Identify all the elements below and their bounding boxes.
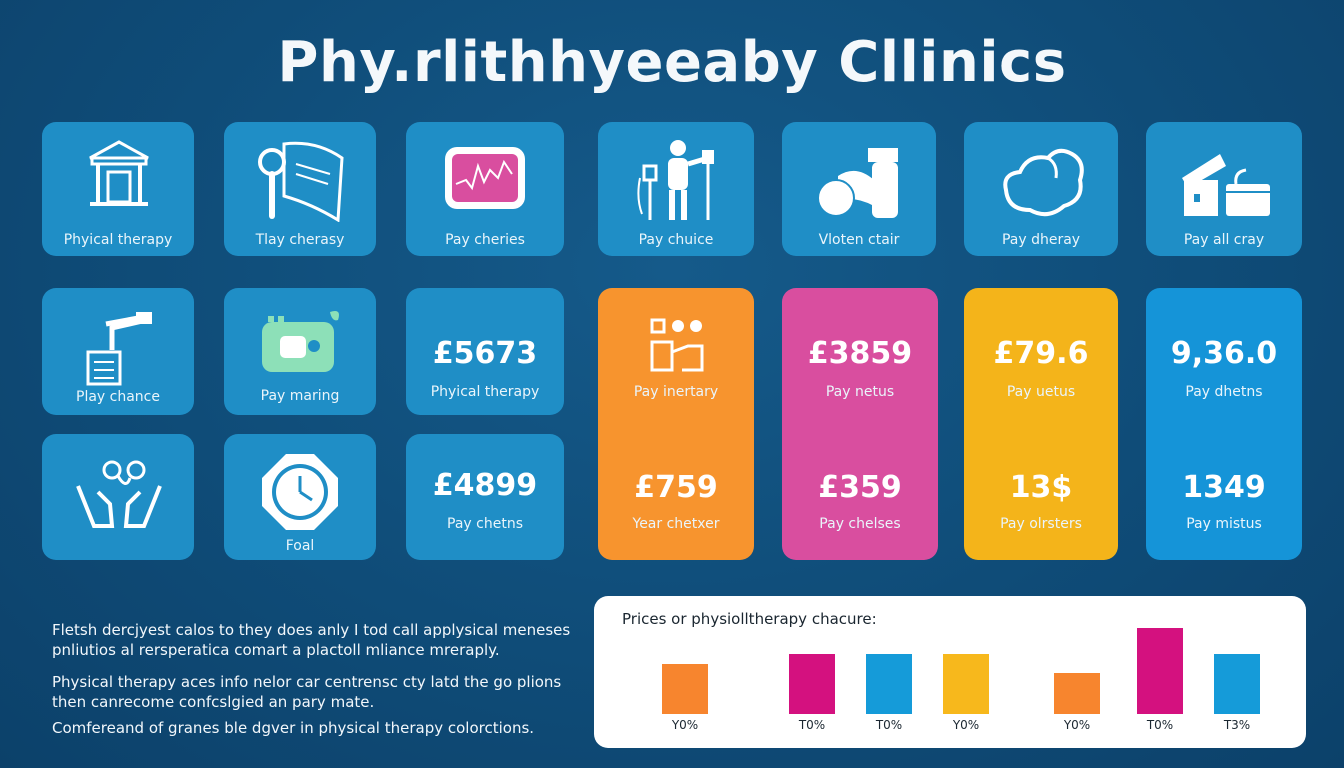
- monitor-chart-icon: [445, 147, 525, 209]
- person-equipment-icon: [637, 140, 714, 220]
- price-chart-panel: Prices or physiolltherapy chacure: Y0% T0…: [594, 596, 1306, 748]
- tile-price-5673[interactable]: £5673 Phyical therapy: [406, 288, 564, 415]
- bag-icon: [1003, 148, 1084, 217]
- bottle-ball-icon: [817, 148, 898, 218]
- tile-label: Phyical therapy: [430, 384, 540, 400]
- tile-value: £4899: [432, 468, 538, 503]
- chart-title: Prices or physiolltherapy chacure:: [622, 610, 877, 628]
- tile-value: 13$: [1009, 470, 1073, 505]
- tile-price-4899[interactable]: £4899 Pay chetns: [406, 434, 564, 560]
- chart-tick-label: T0%: [1146, 718, 1174, 732]
- chart-bar: [662, 664, 708, 714]
- tile-label: Pay mistus: [1186, 516, 1262, 532]
- tile-pay-dhetns[interactable]: 9,36.0 Pay dhetns 1349 Pay mistus: [1146, 288, 1302, 560]
- tile-value: £759: [634, 470, 718, 505]
- tile-value: £79.6: [993, 336, 1089, 371]
- tile-foal[interactable]: Foal: [224, 434, 376, 560]
- faucet-icon: [86, 312, 152, 386]
- tile-label: Tlay cherasy: [255, 232, 345, 248]
- tile-label: Pay maring: [260, 388, 340, 404]
- grid-dots-icon: [650, 318, 704, 372]
- tile-tlay-cherasy[interactable]: Tlay cherasy: [224, 122, 376, 256]
- page-title: Phy.rlithhyeeaby Cllinics: [277, 30, 1067, 95]
- tile-value: £5673: [432, 336, 538, 371]
- tile-label: Play chance: [76, 389, 160, 405]
- clock-icon: [262, 454, 338, 530]
- tile-pay-chuice[interactable]: Pay chuice: [598, 122, 754, 256]
- chart-tick-label: Y0%: [671, 718, 699, 732]
- tile-label: Pay netus: [825, 384, 895, 400]
- chart-bar: [943, 654, 989, 714]
- camera-icon: [262, 311, 339, 372]
- chart-bar: [866, 654, 912, 714]
- tile-pay-maring[interactable]: Pay maring: [224, 288, 376, 415]
- tile-label: Pay chelses: [819, 516, 901, 532]
- tile-hands[interactable]: [42, 434, 194, 560]
- tile-pay-dheray[interactable]: Pay dheray: [964, 122, 1118, 256]
- boxes-icon: [1182, 154, 1270, 216]
- chart-tick-label: T0%: [798, 718, 826, 732]
- tile-label: Vloten ctair: [818, 232, 900, 248]
- tile-label: Pay inertary: [633, 384, 719, 400]
- tile-label: Year chetxer: [632, 516, 720, 532]
- tile-pay-all-cray[interactable]: Pay all cray: [1146, 122, 1302, 256]
- tile-label: Pay chuice: [638, 232, 714, 248]
- tile-label: Pay dhetns: [1185, 384, 1263, 400]
- paragraph-details: Physical therapy aces info nelor car cen…: [52, 673, 562, 711]
- hands-icon: [76, 460, 162, 528]
- tile-vloten-ctair[interactable]: Vloten ctair: [782, 122, 936, 256]
- paragraph-intro: Fletsh dercjyest calos to they does anly…: [52, 621, 571, 659]
- chart-bar: [789, 654, 835, 714]
- chart-tick-label: T0%: [875, 718, 903, 732]
- tile-label: Phyical therapy: [63, 232, 173, 248]
- magnifier-scroll-icon: [258, 141, 344, 222]
- tile-label: Pay all cray: [1183, 232, 1265, 248]
- tile-value: £359: [818, 470, 902, 505]
- tile-pay-netus[interactable]: £3859 Pay netus £359 Pay chelses: [782, 288, 938, 560]
- tile-pay-uetus[interactable]: £79.6 Pay uetus 13$ Pay olrsters: [964, 288, 1118, 560]
- tile-play-chance[interactable]: Play chance: [42, 288, 194, 415]
- tile-value: 1349: [1182, 470, 1266, 505]
- tile-label: Pay uetus: [1006, 384, 1076, 400]
- chart-bar: [1054, 673, 1100, 714]
- building-icon: [89, 140, 149, 206]
- chart-bar: [1214, 654, 1260, 714]
- chart-tick-label: Y0%: [1063, 718, 1091, 732]
- tile-label: Foal: [285, 538, 315, 554]
- tile-label: Pay chetns: [447, 516, 523, 532]
- tile-value: £3859: [807, 336, 913, 371]
- tile-pay-cheries[interactable]: Pay cheries: [406, 122, 564, 256]
- tile-value: 9,36.0: [1170, 336, 1278, 371]
- tile-pay-inertary[interactable]: Pay inertary £759 Year chetxer: [598, 288, 754, 560]
- tile-physical-therapy[interactable]: Phyical therapy: [42, 122, 194, 256]
- paragraph-closing: Comfereand of granes ble dgver in physic…: [52, 719, 535, 737]
- chart-tick-label: T3%: [1223, 718, 1251, 732]
- chart-tick-label: Y0%: [952, 718, 980, 732]
- tile-label: Pay cheries: [445, 232, 525, 248]
- tile-label: Pay olrsters: [1000, 516, 1082, 532]
- chart-bar: [1137, 628, 1183, 714]
- tile-label: Pay dheray: [1001, 232, 1081, 248]
